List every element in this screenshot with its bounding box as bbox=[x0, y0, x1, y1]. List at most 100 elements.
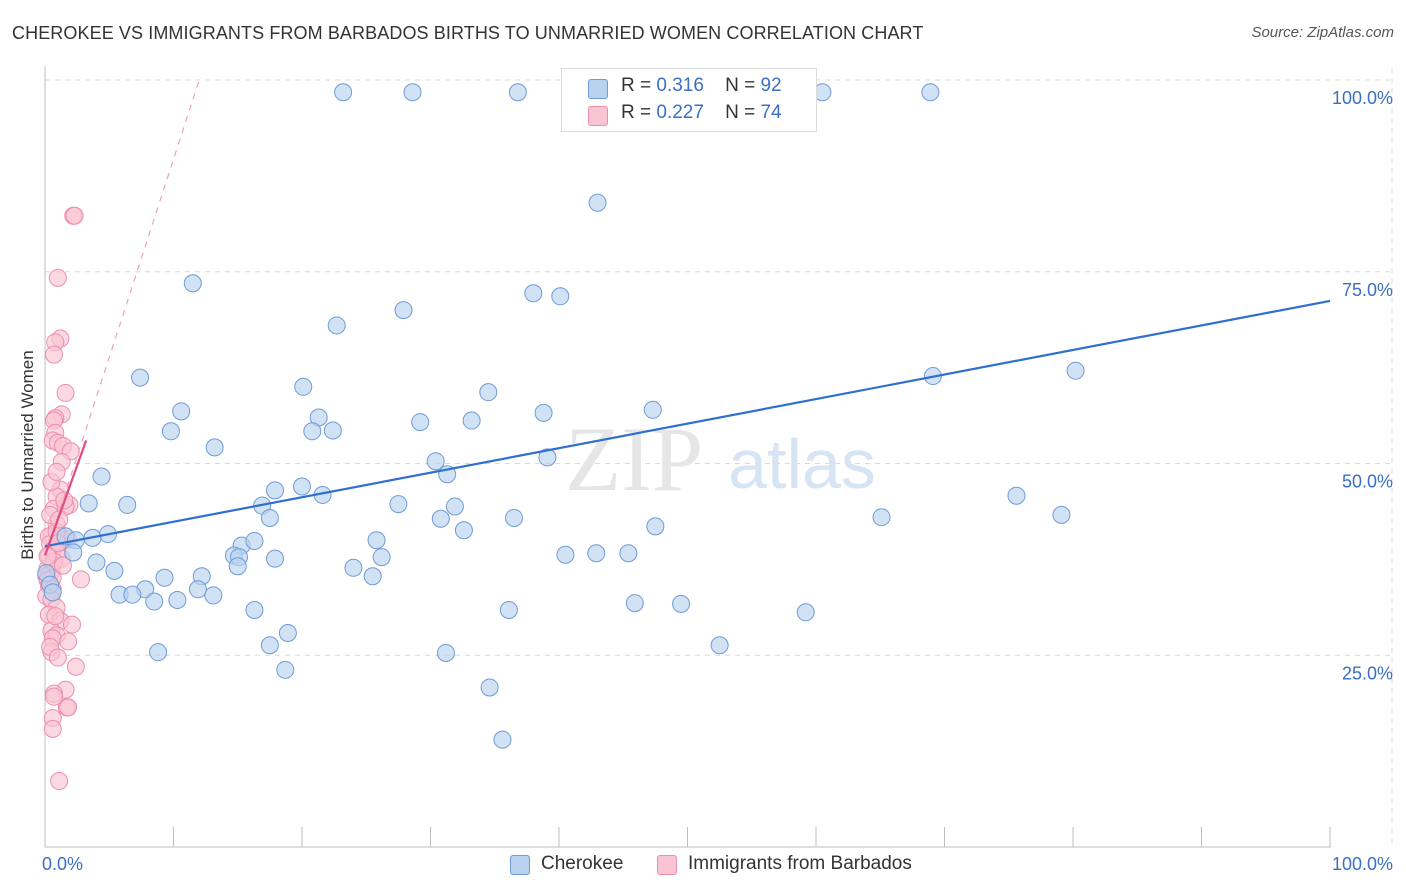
cherokee-point bbox=[266, 549, 285, 568]
cherokee-point bbox=[625, 594, 644, 613]
gridlines bbox=[45, 68, 1393, 847]
cherokee-point bbox=[260, 508, 279, 527]
cherokee-point bbox=[334, 83, 353, 102]
cherokee-point bbox=[118, 495, 137, 514]
cherokee-point bbox=[445, 497, 464, 516]
cherokee-point bbox=[161, 422, 180, 441]
legend-n-value-cherokee: 92 bbox=[760, 75, 782, 96]
cherokee-point bbox=[1066, 361, 1085, 380]
barbados-point bbox=[50, 772, 69, 791]
cherokee-point bbox=[872, 508, 891, 527]
cherokee-trend-line bbox=[44, 299, 1331, 548]
correlation-legend: R = 0.316 N = 92 R = 0.227 N = 74 bbox=[561, 68, 817, 132]
barbados-point bbox=[56, 383, 75, 402]
cherokee-point bbox=[205, 438, 224, 457]
cherokee-point bbox=[710, 636, 729, 655]
barbados-point bbox=[48, 268, 67, 287]
cherokee-point bbox=[228, 557, 247, 576]
cherokee-point bbox=[1052, 505, 1071, 524]
cherokee-point bbox=[155, 568, 174, 587]
cherokee-point bbox=[168, 591, 187, 610]
cherokee-point bbox=[303, 422, 322, 441]
barbados-point bbox=[44, 345, 63, 364]
cherokee-point bbox=[327, 316, 346, 335]
x-tick-label: 0.0% bbox=[42, 854, 83, 874]
bottom-legend-swatch-cherokee bbox=[510, 855, 530, 875]
bottom-legend-swatch-barbados bbox=[657, 855, 677, 875]
cherokee-point bbox=[64, 543, 83, 562]
cherokee-point bbox=[403, 83, 422, 102]
cherokee-point bbox=[796, 603, 815, 622]
y-tick-label: 25.0% bbox=[1342, 663, 1393, 683]
cherokee-point bbox=[1007, 486, 1026, 505]
legend-n-label: N = bbox=[725, 102, 756, 123]
y-axis-label: Births to Unmarried Women bbox=[18, 350, 37, 560]
y-tick-label: 100.0% bbox=[1332, 88, 1393, 108]
cherokee-point bbox=[372, 548, 391, 567]
cherokee-point bbox=[367, 531, 386, 550]
cherokee-point bbox=[538, 448, 557, 467]
barbados-point bbox=[65, 206, 84, 225]
cherokee-point bbox=[344, 558, 363, 577]
legend-r-value-barbados: 0.227 bbox=[656, 102, 704, 123]
cherokee-point bbox=[524, 284, 543, 303]
cherokee-point bbox=[363, 567, 382, 586]
watermark: ZIP atlas bbox=[565, 408, 876, 510]
axes bbox=[44, 66, 1331, 848]
barbados-point bbox=[66, 657, 85, 676]
cherokee-point bbox=[276, 660, 295, 679]
cherokee-point bbox=[131, 368, 150, 387]
cherokee-point bbox=[188, 580, 207, 599]
cherokee-point bbox=[479, 383, 498, 402]
cherokee-point bbox=[505, 508, 524, 527]
cherokee-point bbox=[508, 83, 527, 102]
cherokee-points bbox=[37, 83, 1085, 749]
barbados-point bbox=[62, 615, 81, 634]
cherokee-point bbox=[551, 287, 570, 306]
cherokee-point bbox=[204, 586, 223, 605]
watermark-atlas: atlas bbox=[728, 425, 876, 503]
trend-lines bbox=[43, 79, 1331, 556]
y-tick-label: 50.0% bbox=[1342, 472, 1393, 492]
barbados-point bbox=[46, 607, 65, 626]
cherokee-point bbox=[672, 594, 691, 613]
cherokee-point bbox=[87, 553, 106, 572]
cherokee-point bbox=[123, 585, 142, 604]
cherokee-point bbox=[462, 411, 481, 430]
legend-r-label: R = bbox=[621, 75, 652, 96]
barbados-trend-extension bbox=[44, 79, 200, 556]
cherokee-point bbox=[149, 643, 168, 662]
cherokee-point bbox=[172, 402, 191, 421]
cherokee-point bbox=[499, 600, 518, 619]
cherokee-point bbox=[426, 452, 445, 471]
barbados-point bbox=[53, 556, 72, 575]
cherokee-point bbox=[260, 636, 279, 655]
cherokee-point bbox=[79, 494, 98, 513]
x-tick-label: 100.0% bbox=[1332, 854, 1393, 874]
cherokee-point bbox=[480, 678, 499, 697]
barbados-point bbox=[59, 632, 78, 651]
cherokee-point bbox=[43, 583, 62, 602]
cherokee-point bbox=[394, 301, 413, 320]
cherokee-point bbox=[619, 544, 638, 563]
cherokee-point bbox=[534, 403, 553, 422]
y-tick-label: 75.0% bbox=[1342, 280, 1393, 300]
legend-r-label: R = bbox=[621, 102, 652, 123]
cherokee-point bbox=[245, 600, 264, 619]
cherokee-point bbox=[643, 400, 662, 419]
cherokee-point bbox=[454, 521, 473, 540]
source-label: Source: ZipAtlas.com bbox=[1251, 24, 1394, 41]
cherokee-point bbox=[105, 561, 124, 580]
barbados-point bbox=[47, 462, 66, 481]
legend-r-value-cherokee: 0.316 bbox=[656, 75, 704, 96]
legend-n-label: N = bbox=[725, 75, 756, 96]
legend-n-value-barbados: 74 bbox=[760, 102, 782, 123]
cherokee-point bbox=[245, 531, 264, 550]
cherokee-point bbox=[556, 545, 575, 564]
cherokee-point bbox=[646, 517, 665, 536]
cherokee-point bbox=[411, 413, 430, 432]
cherokee-point bbox=[266, 481, 285, 500]
bottom-legend-label-barbados: Immigrants from Barbados bbox=[688, 853, 912, 874]
legend-swatch-cherokee bbox=[588, 79, 608, 99]
